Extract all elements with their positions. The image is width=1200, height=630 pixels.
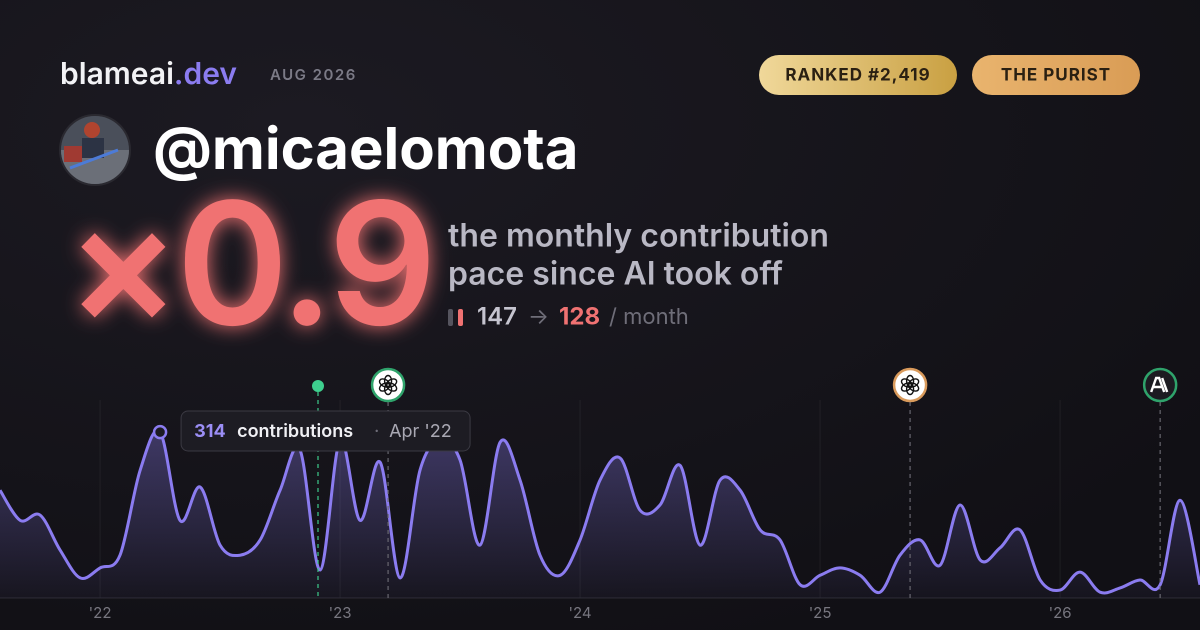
tooltip-value: 314	[194, 421, 226, 442]
tooltip-unit: contributions	[237, 421, 353, 442]
brand: blameai.dev	[60, 56, 237, 92]
tooltip-label: Apr '22	[389, 421, 452, 442]
before-swatch	[448, 309, 453, 326]
arrow: →	[528, 304, 549, 330]
event-glyph	[900, 378, 913, 388]
x-tick-label: '24	[569, 603, 592, 622]
badge-label: RANKED #2,419	[785, 66, 930, 86]
event-dot	[312, 380, 324, 392]
chart: '22 '23 '24 '25 '26 314 contributions · Apr '22	[0, 367, 1200, 622]
headline-line: pace since AI took off	[448, 254, 783, 293]
after-value: 128	[559, 302, 600, 331]
brand-tld: .dev	[174, 56, 237, 92]
date: AUG 2026	[270, 65, 357, 84]
badge	[759, 55, 957, 95]
line	[0, 429, 1200, 595]
multiplier: ×0.9	[66, 160, 433, 366]
event-icon	[892, 367, 928, 403]
event-marker	[892, 367, 928, 598]
x-tick-label: '25	[809, 603, 832, 622]
tooltip-sep: ·	[374, 421, 379, 442]
headline-line: the monthly contribution	[448, 216, 829, 255]
after-swatch	[458, 309, 463, 326]
badge	[972, 55, 1140, 95]
event-marker	[1142, 367, 1178, 598]
event-icon	[1142, 367, 1178, 403]
x-tick-label: '23	[329, 603, 352, 622]
x-tick-label: '22	[89, 603, 112, 622]
before-value: 147	[477, 302, 517, 331]
unit: / month	[609, 304, 689, 330]
brand-name: blameai	[60, 56, 174, 92]
tooltip-box	[180, 410, 471, 452]
event-icon	[370, 367, 406, 403]
handle: @micaelomota	[153, 113, 578, 183]
event-glyph	[378, 378, 391, 388]
avatar	[59, 114, 131, 186]
event-glyph	[1150, 376, 1169, 393]
highlight-point	[152, 424, 168, 440]
x-tick-label: '26	[1049, 603, 1072, 622]
badge-label: THE PURIST	[1001, 66, 1111, 86]
